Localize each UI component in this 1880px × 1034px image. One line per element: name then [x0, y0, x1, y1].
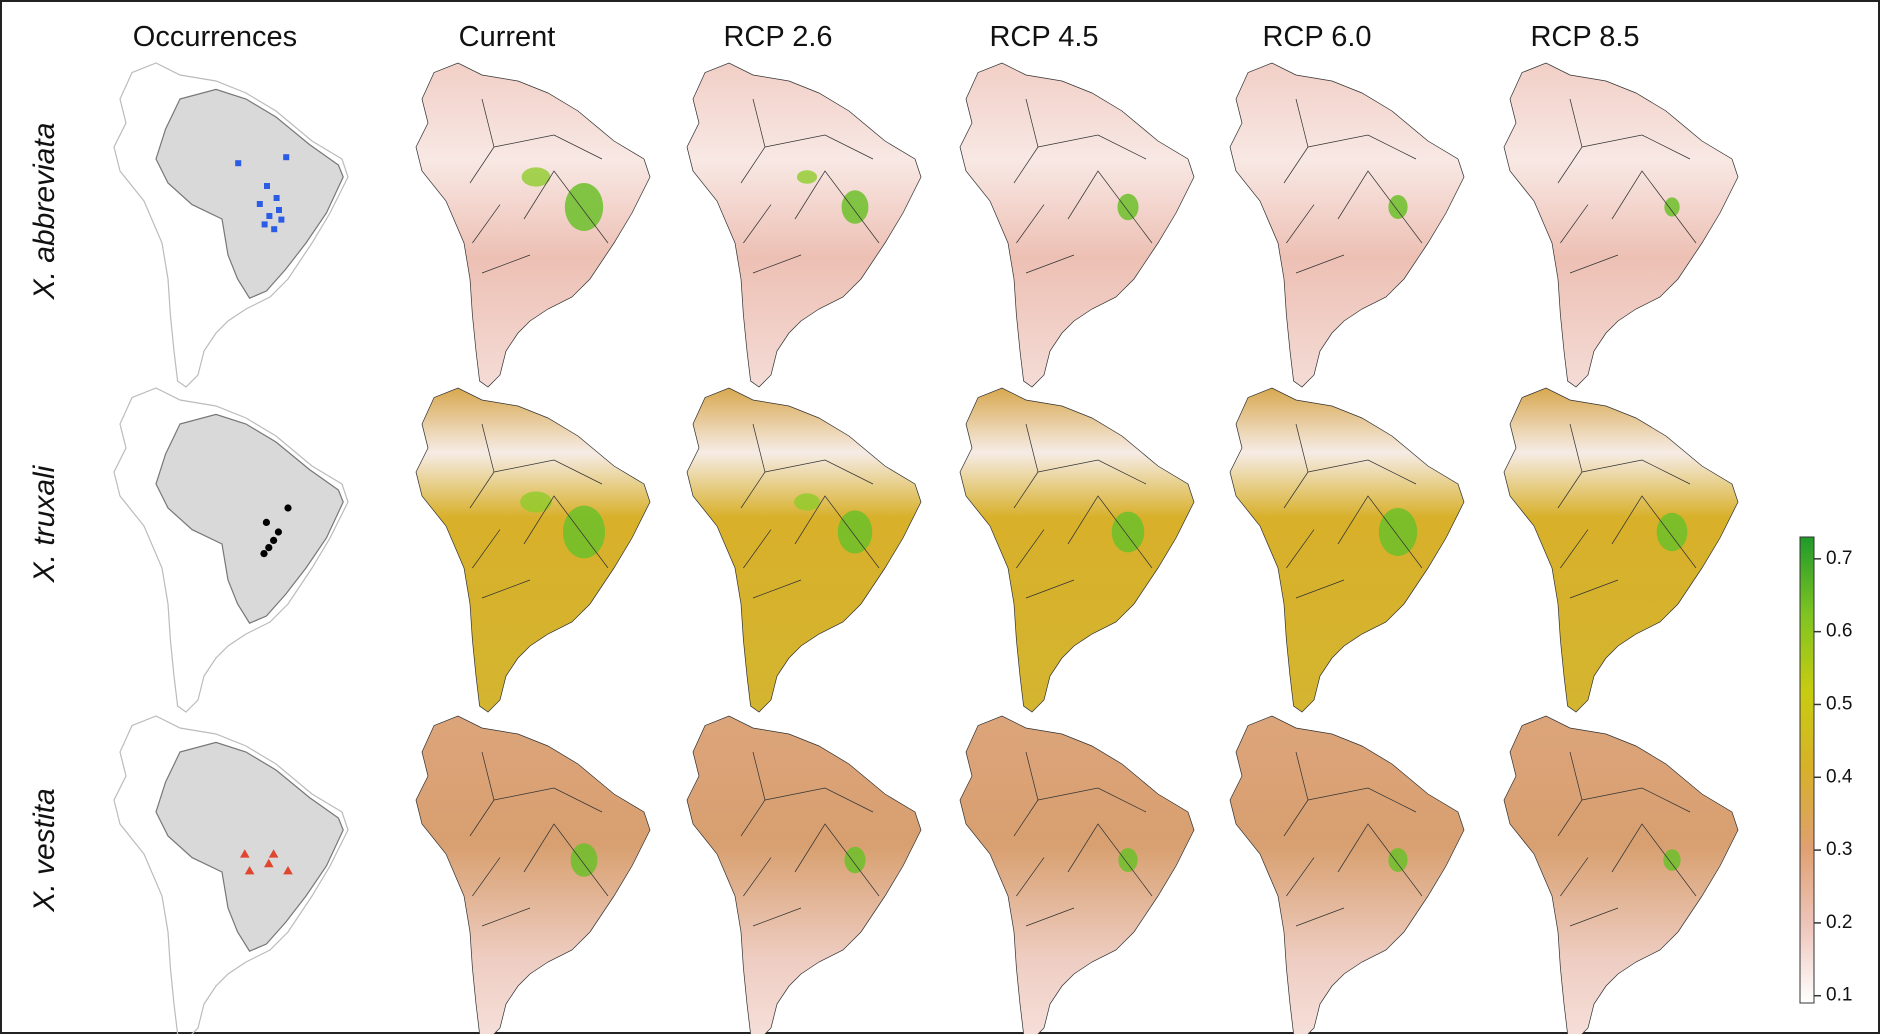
map-panel — [960, 63, 1194, 387]
tick-label: 0.4 — [1826, 766, 1853, 787]
map-panel — [687, 63, 921, 387]
continent — [1230, 63, 1464, 387]
hotspot — [571, 843, 598, 877]
column-header: Current — [459, 21, 556, 53]
hotspot — [1664, 197, 1679, 216]
continent — [416, 63, 650, 387]
continent — [687, 716, 921, 1034]
row-labels: X. abbreviata X. truxali X. vestita — [28, 123, 61, 913]
tick-label: 0.7 — [1826, 548, 1852, 569]
hotspot — [565, 183, 603, 231]
column-header: RCP 6.0 — [1262, 21, 1371, 53]
tick-label: 0.6 — [1826, 621, 1852, 642]
continent — [1504, 716, 1738, 1034]
continent — [960, 716, 1194, 1034]
occurrence-map — [114, 716, 348, 1034]
map-panel — [960, 388, 1194, 712]
hotspot — [794, 493, 820, 510]
continent — [416, 716, 650, 1034]
map-panel — [416, 388, 650, 712]
map-panel — [687, 716, 921, 1034]
hotspot — [844, 847, 865, 873]
hotspot — [1657, 513, 1688, 551]
colorbar-ramp — [1800, 537, 1814, 1003]
page: {"columns": ["Occurrences", "Current", "… — [0, 0, 1880, 1034]
row-label: X. truxali — [28, 464, 61, 583]
continent — [960, 388, 1194, 712]
hotspot — [1112, 512, 1145, 553]
map-panel — [1230, 388, 1464, 712]
map-panel — [1230, 63, 1464, 387]
colorbar: 0.1 0.2 0.3 0.4 0.5 0.6 0.7 — [1800, 537, 1853, 1006]
hotspot — [1388, 195, 1407, 219]
row-label: X. vestita — [28, 788, 61, 912]
hotspot — [1118, 848, 1137, 872]
tick-label: 0.3 — [1826, 839, 1852, 860]
hotspot — [1388, 848, 1407, 872]
continent — [1230, 388, 1464, 712]
continent — [416, 388, 650, 712]
hotspot — [842, 190, 869, 224]
occurrence-map — [114, 63, 348, 387]
column-header: Occurrences — [133, 21, 297, 53]
hotspot — [563, 506, 605, 559]
map-panel — [1230, 716, 1464, 1034]
column-header: RCP 8.5 — [1530, 21, 1639, 53]
continent — [687, 388, 921, 712]
continent — [1504, 388, 1738, 712]
column-header: RCP 4.5 — [989, 21, 1098, 53]
figure: Occurrences Current RCP 2.6 RCP 4.5 RCP … — [0, 0, 1880, 1034]
tick-label: 0.2 — [1826, 912, 1852, 933]
hotspot — [797, 170, 817, 183]
continent — [1504, 63, 1738, 387]
hotspot — [838, 510, 873, 553]
hotspot — [520, 491, 552, 512]
tick-label: 0.5 — [1826, 693, 1852, 714]
hotspot — [1117, 194, 1138, 220]
map-panel — [687, 388, 921, 712]
column-headers: Occurrences Current RCP 2.6 RCP 4.5 RCP … — [133, 21, 1640, 53]
column-header: RCP 2.6 — [723, 21, 832, 53]
row-label: X. abbreviata — [28, 123, 61, 301]
continent — [687, 63, 921, 387]
map-panel — [416, 63, 650, 387]
map-panel — [1504, 63, 1738, 387]
map-panel — [1504, 388, 1738, 712]
map-panel — [1504, 716, 1738, 1034]
hotspot — [1379, 508, 1417, 556]
continent — [1230, 716, 1464, 1034]
tick-label: 0.1 — [1826, 985, 1852, 1006]
continent — [960, 63, 1194, 387]
hotspot — [1663, 849, 1680, 871]
occurrence-map — [114, 388, 348, 712]
map-panel — [416, 716, 650, 1034]
suitability-maps — [416, 63, 1738, 1034]
map-panel — [960, 716, 1194, 1034]
